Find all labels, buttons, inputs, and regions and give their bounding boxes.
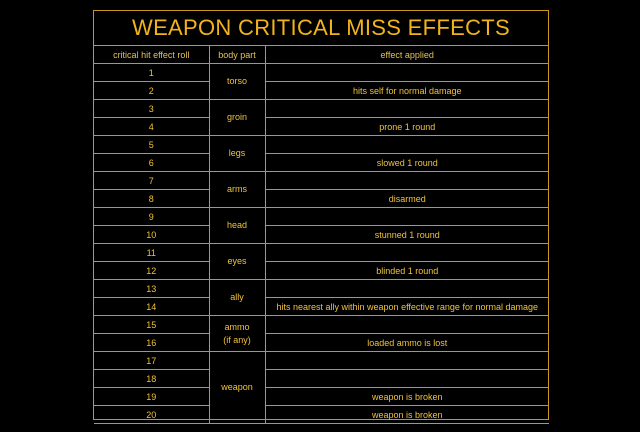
effect-cell: loaded ammo is lost [264, 333, 549, 352]
effect-cell: prone 1 round [264, 117, 549, 136]
effect-cell [264, 369, 549, 388]
body-part-label: ammo [224, 321, 250, 332]
header-row: critical hit effect roll body part effec… [94, 46, 549, 64]
body-part-label: groin [226, 112, 247, 122]
table-row: 5 legs [94, 135, 549, 172]
effect-cell: disarmed [264, 189, 549, 208]
body-part-sublabel: (if any) [223, 334, 251, 345]
roll-cell: 13 [94, 279, 210, 298]
table-row: 14 hits nearest ally within weapon effect… [94, 297, 549, 316]
table-row: 18 [94, 369, 549, 388]
table-row: 3 groin [94, 99, 549, 136]
roll-cell: 12 [94, 261, 210, 280]
body-part-label: ally [230, 292, 244, 302]
roll-cell: 20 [94, 405, 210, 424]
effect-cell: slowed 1 round [264, 153, 549, 172]
effect-cell [264, 63, 549, 82]
body-part-label: arms [227, 184, 247, 194]
body-part-cell: arms [208, 171, 266, 208]
effect-cell [264, 171, 549, 190]
body-part-cell: head [208, 207, 266, 244]
roll-cell: 2 [94, 81, 210, 100]
critical-miss-table: critical hit effect roll body part effec… [94, 46, 549, 424]
body-part-cell: legs [208, 135, 266, 172]
effect-cell [264, 351, 549, 370]
effect-cell [264, 279, 549, 298]
effect-cell [264, 135, 549, 154]
body-part-cell: ally [208, 279, 266, 316]
table-row: 7 arms [94, 171, 549, 208]
effect-cell [264, 315, 549, 334]
table-row: 10 stunned 1 round [94, 225, 549, 244]
table-row: 8 disarmed [94, 189, 549, 208]
header-body-part: body part [208, 46, 266, 64]
effect-cell: hits nearest ally within weapon effectiv… [264, 297, 549, 316]
header-effect: effect applied [264, 46, 549, 64]
roll-cell: 16 [94, 333, 210, 352]
roll-cell: 4 [94, 117, 210, 136]
effect-cell [264, 99, 549, 118]
table-row: 9 head [94, 207, 549, 244]
table-row: 1 torso [94, 63, 549, 100]
table-body: 1 torso 2 hits self for normal damage 3 groin… [94, 63, 549, 424]
table-row: 12 blinded 1 round [94, 261, 549, 280]
body-part-cell: torso [208, 63, 266, 100]
table-row: 20 weapon is broken [94, 405, 549, 424]
table-title: WEAPON CRITICAL MISS EFFECTS [94, 11, 548, 46]
effect-cell [264, 243, 549, 262]
body-part-label: legs [228, 148, 246, 158]
roll-cell: 15 [94, 315, 210, 334]
effect-cell: hits self for normal damage [264, 81, 549, 100]
body-part-label: torso [226, 76, 247, 86]
roll-cell: 5 [94, 135, 210, 154]
body-part-cell: ammo (if any) [208, 315, 266, 352]
table-row: 6 slowed 1 round [94, 153, 549, 172]
roll-cell: 6 [94, 153, 210, 172]
body-part-label: head [226, 220, 248, 230]
table-row: 17 weapon [94, 351, 549, 424]
body-part-cell: eyes [208, 243, 266, 280]
roll-cell: 11 [94, 243, 210, 262]
roll-cell: 8 [94, 189, 210, 208]
roll-cell: 7 [94, 171, 210, 190]
roll-cell: 9 [94, 207, 210, 226]
critical-miss-table-frame: WEAPON CRITICAL MISS EFFECTS critical hi… [93, 10, 549, 424]
table-row: 2 hits self for normal damage [94, 81, 549, 100]
body-part-cell: groin [208, 99, 266, 136]
effect-cell: blinded 1 round [264, 261, 549, 280]
roll-cell: 3 [94, 99, 210, 118]
effect-cell: weapon is broken [264, 405, 549, 424]
table-row: 13 ally [94, 279, 549, 316]
roll-cell: 19 [94, 387, 210, 406]
roll-cell: 17 [94, 351, 210, 370]
roll-cell: 14 [94, 297, 210, 316]
body-part-cell: weapon [208, 351, 266, 424]
table-row: 19 weapon is broken [94, 387, 549, 406]
body-part-label: eyes [227, 256, 247, 266]
table-row: 11 eyes [94, 243, 549, 280]
table-row: 4 prone 1 round [94, 117, 549, 136]
effect-cell: weapon is broken [264, 387, 549, 406]
effect-cell: stunned 1 round [264, 225, 549, 244]
body-part-label: weapon [221, 382, 253, 392]
roll-cell: 10 [94, 225, 210, 244]
roll-cell: 1 [94, 63, 210, 82]
header-roll: critical hit effect roll [94, 46, 210, 64]
roll-cell: 18 [94, 369, 210, 388]
table-row: 15 ammo (if any) [94, 315, 549, 352]
table-row: 16 loaded ammo is lost [94, 333, 549, 352]
effect-cell [264, 207, 549, 226]
